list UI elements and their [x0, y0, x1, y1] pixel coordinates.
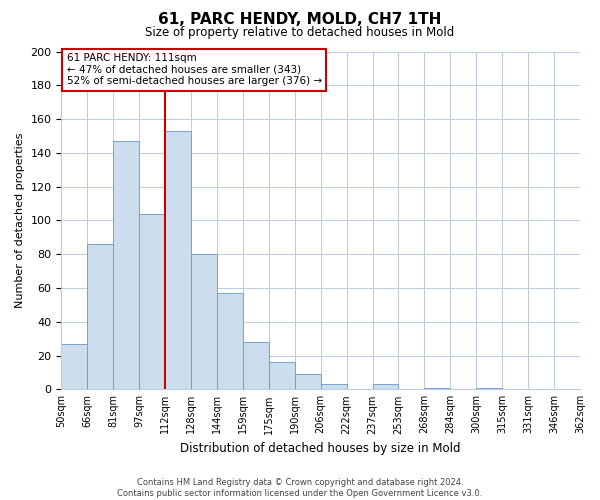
Bar	[424, 388, 451, 390]
Bar	[476, 388, 502, 390]
Bar	[217, 293, 243, 390]
Bar	[243, 342, 269, 390]
Text: 61, PARC HENDY, MOLD, CH7 1TH: 61, PARC HENDY, MOLD, CH7 1TH	[158, 12, 442, 28]
Bar	[295, 374, 321, 390]
Bar	[113, 141, 139, 390]
Bar	[61, 344, 88, 390]
Bar	[321, 384, 347, 390]
Bar	[139, 214, 165, 390]
Text: Contains HM Land Registry data © Crown copyright and database right 2024.
Contai: Contains HM Land Registry data © Crown c…	[118, 478, 482, 498]
Y-axis label: Number of detached properties: Number of detached properties	[15, 132, 25, 308]
Bar	[191, 254, 217, 390]
Bar	[88, 244, 113, 390]
Bar	[165, 131, 191, 390]
Text: Size of property relative to detached houses in Mold: Size of property relative to detached ho…	[145, 26, 455, 39]
X-axis label: Distribution of detached houses by size in Mold: Distribution of detached houses by size …	[181, 442, 461, 455]
Bar	[269, 362, 295, 390]
Bar	[373, 384, 398, 390]
Text: 61 PARC HENDY: 111sqm
← 47% of detached houses are smaller (343)
52% of semi-det: 61 PARC HENDY: 111sqm ← 47% of detached …	[67, 53, 322, 86]
